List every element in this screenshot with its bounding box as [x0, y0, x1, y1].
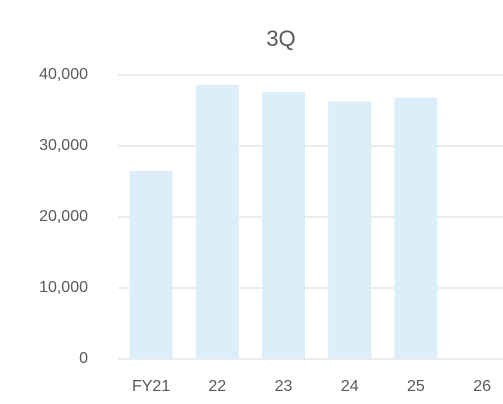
y-tick-label: 0	[79, 350, 88, 367]
bar	[394, 97, 438, 359]
bar	[261, 92, 306, 359]
x-tick-label: 24	[341, 378, 359, 395]
y-tick-label: 10,000	[39, 279, 88, 296]
x-tick-label: 26	[473, 378, 491, 395]
y-tick-label: 30,000	[39, 137, 88, 154]
chart-title: 3Q	[266, 26, 295, 51]
bar	[328, 101, 372, 360]
y-tick-label: 40,000	[39, 66, 88, 83]
x-tick-label: FY21	[132, 378, 170, 395]
x-tick-label: 25	[407, 378, 425, 395]
bar	[195, 84, 239, 359]
x-tick-label: 22	[208, 378, 226, 395]
bar	[129, 170, 173, 359]
y-tick-label: 20,000	[39, 208, 88, 225]
x-tick-label: 23	[275, 378, 293, 395]
